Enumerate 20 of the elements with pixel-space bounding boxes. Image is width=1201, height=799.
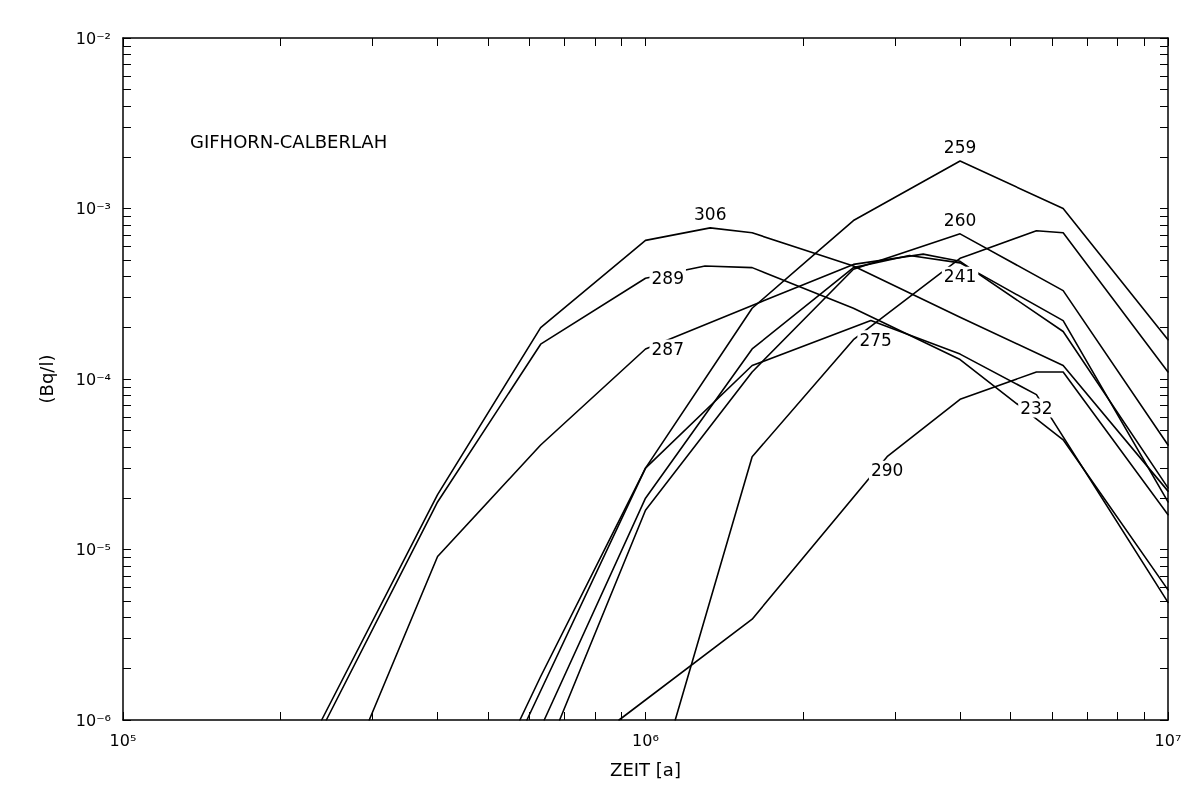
x-axis-title: ZEIT [a] (610, 758, 681, 780)
y-tick-label: 10⁻² (75, 28, 111, 48)
y-tick-label: 10⁻³ (75, 199, 111, 218)
series-label: 289 (651, 268, 684, 289)
series-label: 241 (943, 266, 977, 287)
series-label: 260 (943, 210, 977, 231)
y-tick-label: 10⁻⁴ (75, 369, 111, 389)
y-tick-label: 10⁻⁶ (75, 710, 111, 730)
x-tick-label: 10⁵ (109, 730, 137, 750)
annotation: GIFHORN-CALBERLAH (190, 130, 388, 152)
y-axis-title: (Bq/l) (35, 354, 57, 404)
series-label: 275 (859, 329, 892, 350)
series-label: 306 (693, 204, 727, 225)
series-label: 287 (651, 338, 684, 359)
x-tick-label: 10⁶ (632, 730, 659, 750)
series-label: 290 (870, 460, 904, 481)
x-tick-label: 10⁷ (1154, 730, 1182, 750)
series-label: 232 (1020, 398, 1053, 419)
y-tick-label: 10⁻⁵ (75, 540, 111, 559)
series-label: 259 (943, 137, 977, 158)
